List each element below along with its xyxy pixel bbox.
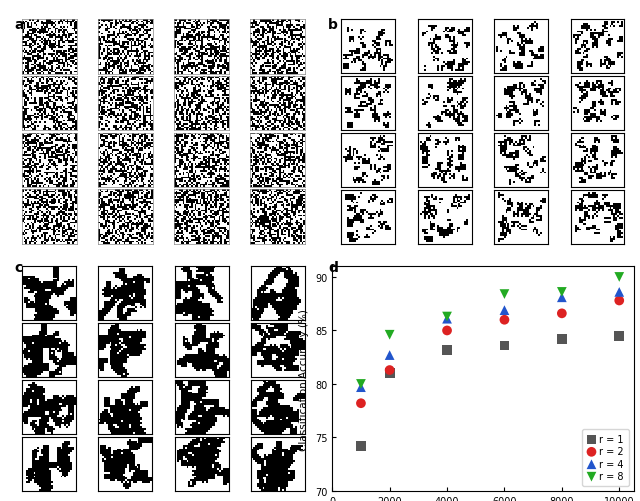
- r = 8: [499, 291, 509, 299]
- r = 2: [557, 310, 567, 318]
- r = 2: [614, 297, 625, 305]
- Text: d: d: [328, 261, 338, 275]
- Y-axis label: Classification Accuracy (%): Classification Accuracy (%): [300, 308, 309, 450]
- r = 2: [385, 366, 395, 374]
- Text: b: b: [328, 18, 338, 32]
- r = 8: [614, 274, 625, 282]
- r = 4: [385, 351, 395, 359]
- r = 1: [442, 346, 452, 354]
- r = 8: [385, 331, 395, 339]
- r = 8: [442, 313, 452, 321]
- r = 2: [499, 316, 509, 324]
- r = 1: [356, 442, 366, 450]
- r = 8: [557, 289, 567, 297]
- r = 4: [557, 294, 567, 302]
- Text: a: a: [14, 18, 24, 32]
- Legend: r = 1, r = 2, r = 4, r = 8: r = 1, r = 2, r = 4, r = 8: [582, 429, 628, 486]
- r = 4: [499, 307, 509, 315]
- r = 1: [385, 370, 395, 378]
- r = 1: [499, 342, 509, 350]
- r = 1: [557, 335, 567, 343]
- Text: c: c: [14, 261, 22, 275]
- r = 4: [614, 289, 625, 297]
- r = 2: [442, 327, 452, 335]
- r = 8: [356, 380, 366, 388]
- r = 2: [356, 399, 366, 407]
- r = 4: [356, 383, 366, 391]
- r = 1: [614, 332, 625, 340]
- r = 4: [442, 315, 452, 323]
